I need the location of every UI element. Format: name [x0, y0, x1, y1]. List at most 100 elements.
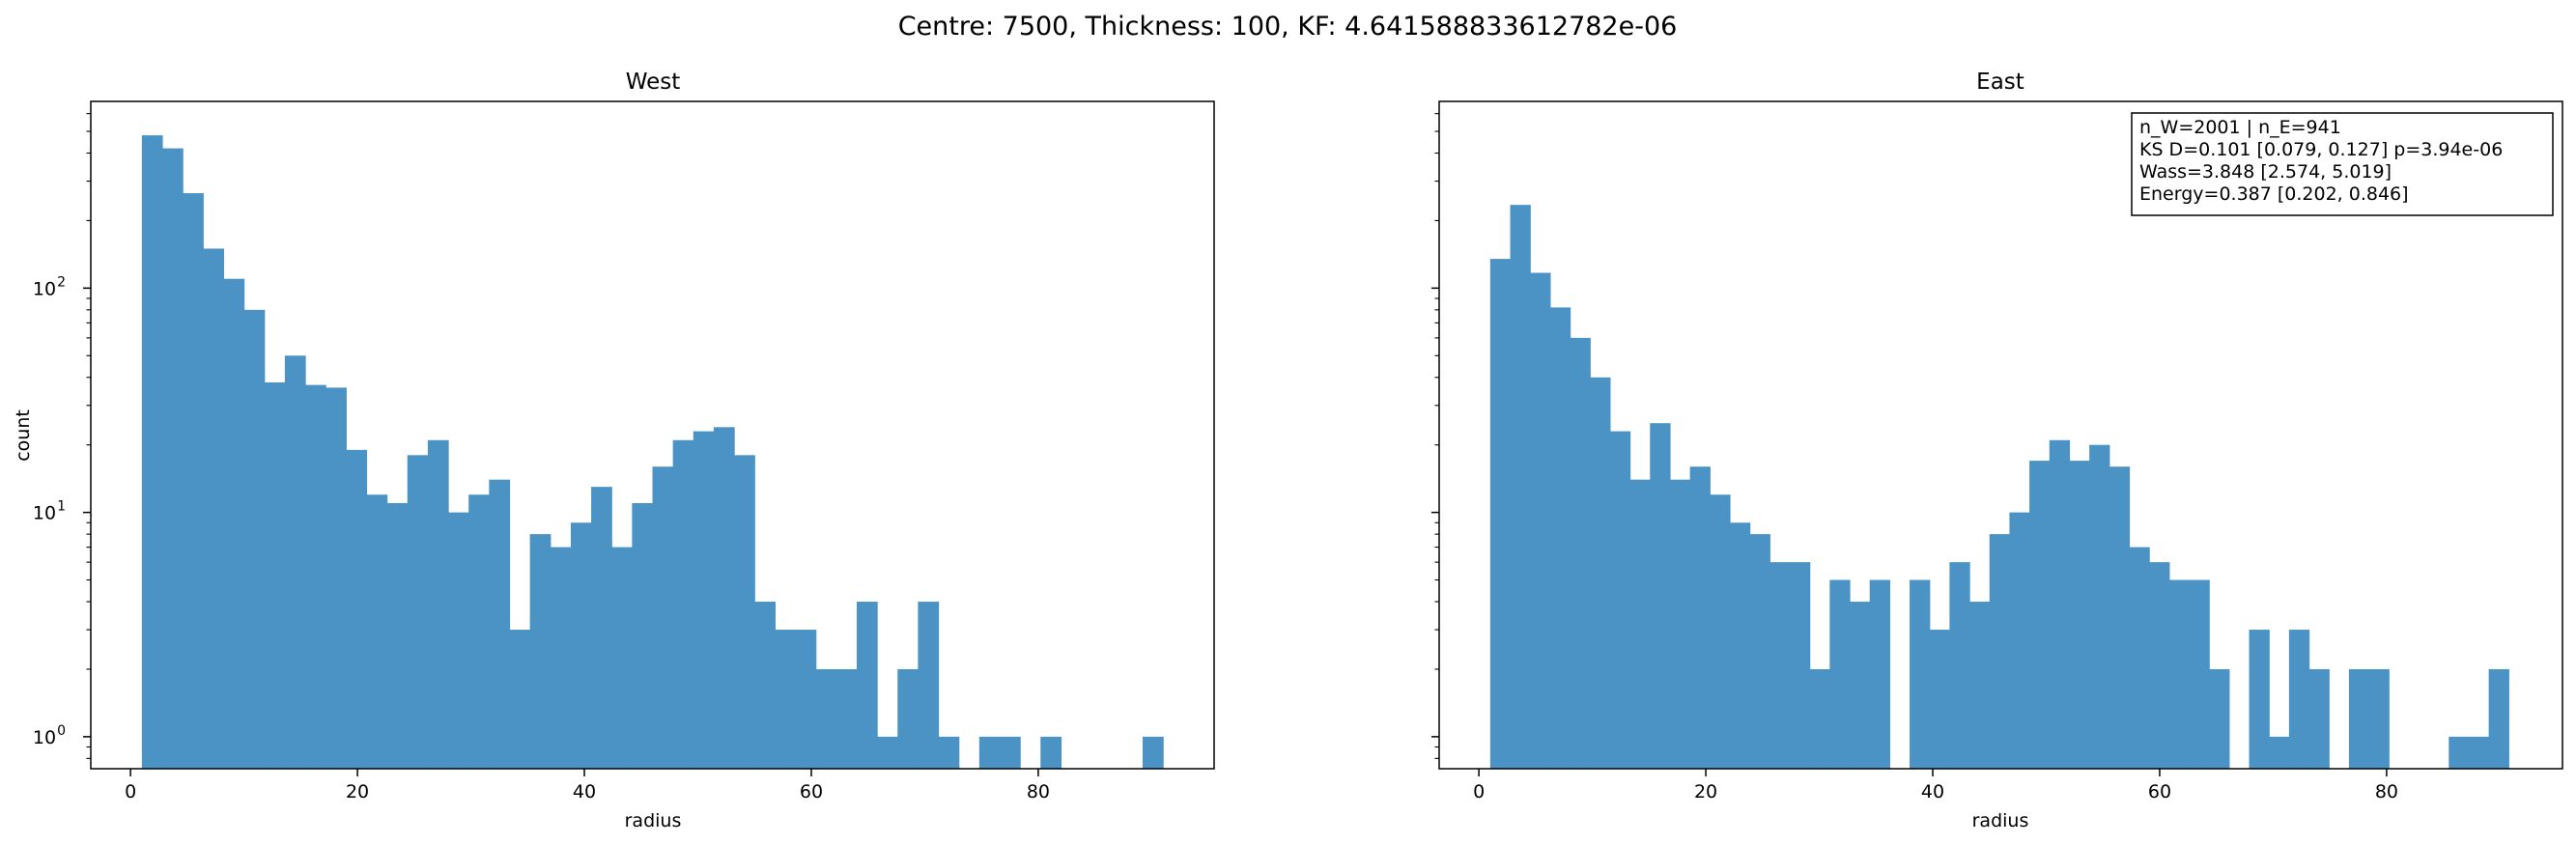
east-bar — [1590, 377, 1611, 769]
west-bar — [550, 547, 572, 769]
east-bar — [1549, 307, 1571, 769]
west-bar — [611, 547, 633, 769]
west-x-ticks: 0 20 40 60 80 — [125, 769, 1050, 803]
east-bar — [1829, 579, 1851, 769]
east-bar — [2168, 579, 2191, 769]
east-bar — [1710, 494, 1731, 769]
west-bar — [1142, 736, 1164, 769]
east-bar — [1510, 205, 1531, 770]
west-x-tick-label: 0 — [125, 781, 136, 803]
east-bar — [1729, 522, 1751, 769]
west-bar — [652, 466, 674, 769]
east-bar — [1910, 579, 1931, 769]
east-bar — [2249, 630, 2270, 769]
east-bar — [2109, 466, 2131, 769]
east-bar — [2129, 547, 2150, 769]
west-xlabel: radius — [625, 810, 682, 831]
east-bar — [1530, 272, 1551, 769]
east-title: East — [1976, 70, 2024, 95]
west-bar — [897, 668, 919, 769]
east-bar — [2029, 461, 2051, 769]
east-bar — [1790, 562, 1811, 769]
east-bar — [1869, 579, 1890, 769]
east-bar — [1669, 479, 1691, 769]
west-bar — [243, 309, 266, 769]
west-bar — [938, 736, 960, 769]
stats-box: n_W=2001 | n_E=941 KS D=0.101 [0.079, 0.… — [2131, 112, 2554, 216]
west-bar — [632, 503, 654, 769]
east-bar — [1769, 562, 1791, 769]
west-x-tick-label: 80 — [1027, 781, 1050, 803]
west-axes-frame — [90, 100, 1215, 770]
west-bar — [223, 278, 245, 769]
east-bar — [2288, 630, 2310, 769]
east-bar — [1570, 337, 1591, 769]
west-bar — [203, 248, 225, 770]
west-bar — [366, 494, 388, 769]
east-bar — [1650, 423, 1671, 769]
east-bar — [1929, 630, 1951, 769]
west-bar — [734, 455, 755, 769]
east-bar — [2269, 736, 2290, 769]
east-bar — [2009, 512, 2030, 769]
west-title: West — [626, 70, 681, 95]
west-bar — [427, 439, 449, 769]
west-x-tick-label: 60 — [800, 781, 823, 803]
west-bars — [141, 135, 1164, 770]
east-bar — [2049, 439, 2071, 769]
east-x-tick-label: 0 — [1473, 781, 1485, 803]
west-bar — [305, 384, 326, 769]
east-bar — [1489, 259, 1512, 770]
east-bar — [2488, 668, 2509, 769]
west-bar — [856, 602, 878, 769]
east-bar — [2209, 668, 2230, 769]
west-bar — [529, 534, 552, 769]
east-y-ticks — [1431, 113, 1439, 759]
east-x-tick-label: 80 — [2375, 781, 2398, 803]
west-bar — [141, 135, 163, 769]
east-bar — [1609, 431, 1631, 769]
west-bar — [999, 736, 1021, 769]
west-bar — [877, 736, 898, 769]
east-x-tick-label: 20 — [1694, 781, 1717, 803]
east-x-tick-label: 60 — [2148, 781, 2171, 803]
west-bar — [754, 602, 776, 769]
west-bar — [509, 630, 531, 769]
east-bar — [1989, 534, 2011, 769]
east-bar — [1689, 466, 1711, 769]
west-y-tick-label: 101 — [33, 499, 66, 524]
west-bar — [183, 193, 204, 770]
figure-suptitle: Centre: 7500, Thickness: 100, KF: 4.6415… — [898, 12, 1678, 42]
east-xlabel: radius — [1972, 810, 2029, 831]
west-bar — [326, 387, 347, 769]
east-bar — [2468, 736, 2490, 769]
east-bar — [2189, 579, 2210, 769]
west-bar — [346, 449, 368, 769]
west-bar — [713, 427, 735, 769]
stats-line-4: Energy=0.387 [0.202, 0.846] — [2139, 183, 2409, 205]
east-bar — [2368, 668, 2390, 769]
west-bar — [795, 630, 817, 769]
west-bar — [407, 455, 429, 769]
stats-line-1: n_W=2001 | n_E=941 — [2139, 117, 2341, 138]
west-bar — [1040, 736, 1062, 769]
west-bar — [489, 479, 511, 769]
west-bar — [835, 668, 858, 769]
west-bar — [386, 503, 409, 769]
west-bar — [672, 439, 694, 769]
east-bar — [2069, 461, 2090, 769]
west-bar — [284, 355, 306, 769]
east-bar — [1850, 602, 1871, 769]
east-bar — [1629, 479, 1651, 769]
east-bars — [1489, 205, 2509, 770]
west-bar — [162, 148, 184, 770]
west-x-tick-label: 20 — [346, 781, 369, 803]
east-bar — [1949, 562, 1970, 769]
east-bar — [1749, 534, 1770, 769]
stats-box-frame — [2131, 112, 2554, 216]
east-bar — [1809, 668, 1830, 769]
west-y-ticks: 100 101 102 — [33, 113, 91, 759]
east-x-ticks: 0 20 40 60 80 — [1473, 769, 2398, 803]
east-x-tick-label: 40 — [1921, 781, 1944, 803]
